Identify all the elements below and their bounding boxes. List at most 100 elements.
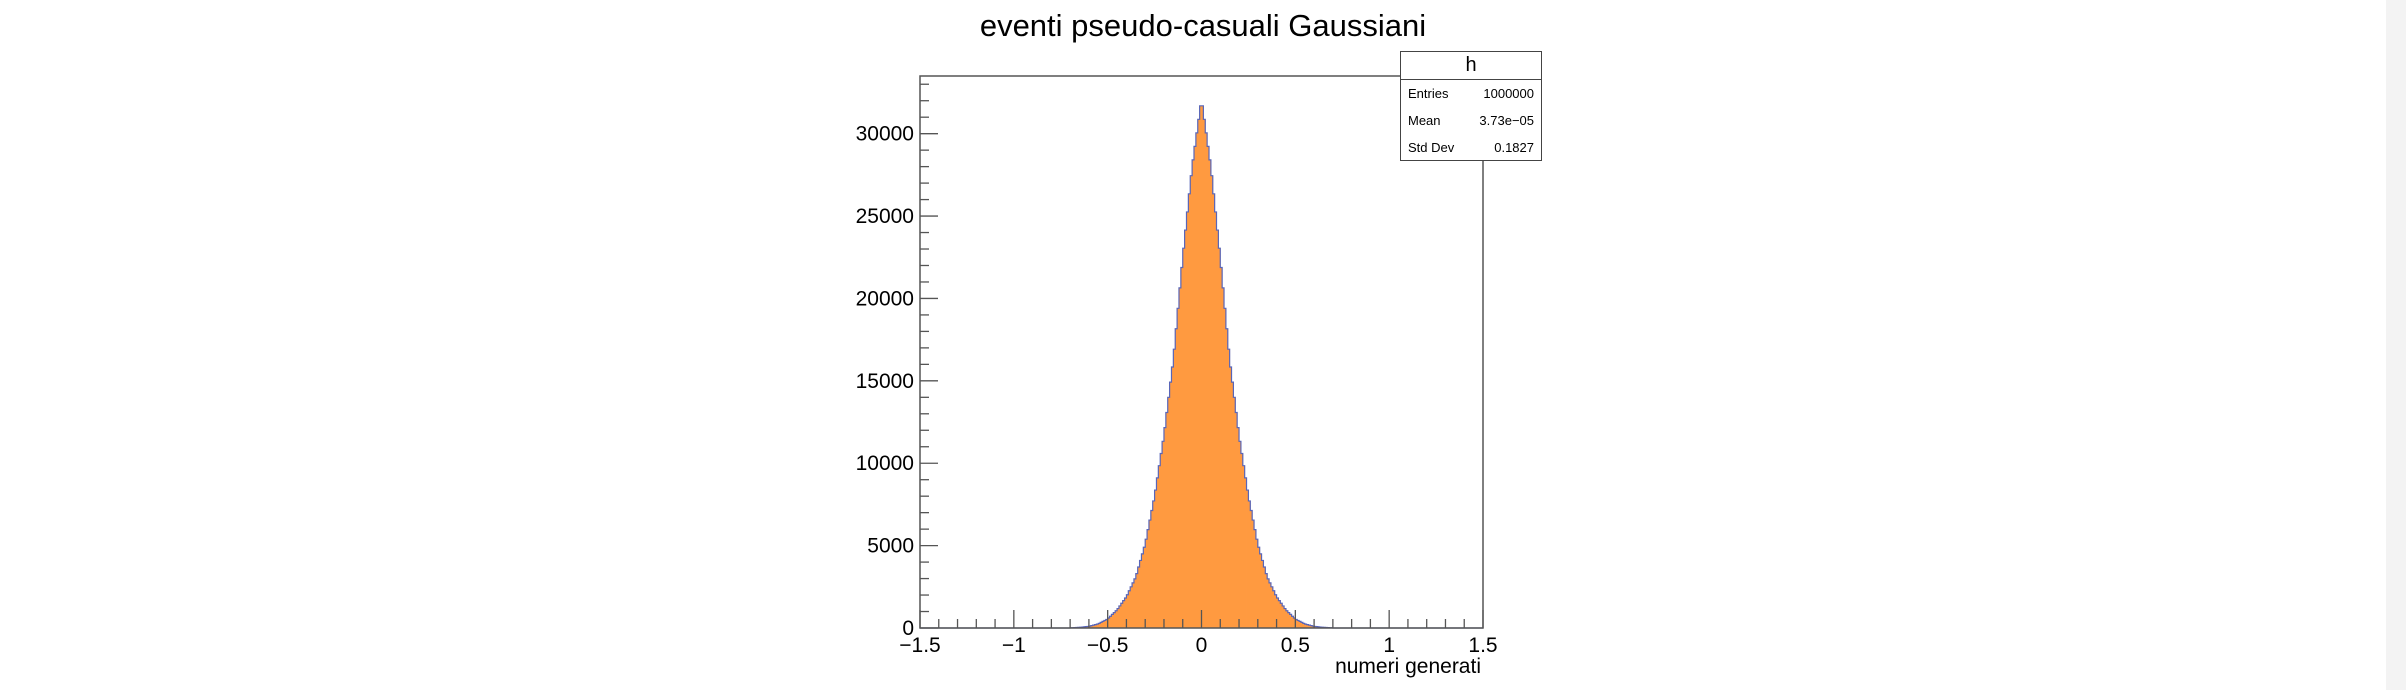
histogram-bar xyxy=(1310,625,1313,628)
histogram-bar xyxy=(1117,608,1120,628)
stats-label: Std Dev xyxy=(1408,140,1455,155)
histogram-bar xyxy=(1186,211,1189,628)
histogram-bar xyxy=(1269,582,1272,628)
histogram-bar xyxy=(1103,620,1107,628)
stats-row-stddev: Std Dev 0.1827 xyxy=(1401,134,1541,161)
x-tick-label: 1 xyxy=(1383,634,1395,657)
histogram-bar xyxy=(1137,567,1140,628)
histogram-bar xyxy=(1222,287,1225,628)
histogram-bar xyxy=(1171,366,1174,628)
x-tick-label: −1.5 xyxy=(899,634,940,657)
histogram-bar xyxy=(1285,610,1289,628)
histogram-bar xyxy=(1145,539,1148,628)
histogram-bar xyxy=(1102,621,1105,628)
histogram-bar xyxy=(1090,625,1094,628)
y-tick-label: 20000 xyxy=(856,287,914,310)
histogram-bar xyxy=(1154,490,1157,628)
histogram-bar xyxy=(1111,614,1114,628)
axis-ticks xyxy=(919,83,1484,629)
stats-value: 1000000 xyxy=(1483,86,1534,101)
histogram-bar xyxy=(1224,308,1227,628)
histogram-bar xyxy=(1259,553,1262,628)
x-tick-label: 0 xyxy=(1196,634,1208,657)
histogram-bar xyxy=(1280,603,1283,628)
histogram-bar xyxy=(1118,605,1122,628)
histogram-bar xyxy=(1239,441,1242,628)
histogram-bar xyxy=(1100,622,1103,628)
x-axis-label: numeri generati xyxy=(1335,655,1481,678)
histogram-bar xyxy=(1216,230,1219,628)
histogram-bar xyxy=(1143,547,1146,628)
histogram-bar xyxy=(1122,600,1125,628)
histogram-bar xyxy=(1293,618,1296,628)
histogram-bar xyxy=(1207,146,1210,628)
histogram-bar xyxy=(1287,612,1291,628)
histogram-bar xyxy=(1297,620,1300,628)
y-tick-label: 0 xyxy=(902,617,914,640)
histogram-bar xyxy=(1107,618,1110,628)
histogram-bar xyxy=(1308,625,1311,628)
histogram-bar xyxy=(1220,267,1223,628)
histogram-bar xyxy=(1248,500,1251,628)
histogram-bar xyxy=(1291,616,1294,628)
histogram-bar xyxy=(1250,510,1253,628)
histogram-bar xyxy=(1214,211,1217,628)
histogram-bar xyxy=(1300,622,1304,628)
histogram-bar xyxy=(1197,119,1201,628)
histogram-bar xyxy=(1169,382,1172,628)
histogram-bar xyxy=(1188,193,1191,628)
histogram-bar xyxy=(1263,567,1266,628)
histogram-bar xyxy=(1218,248,1221,628)
histogram-bar xyxy=(1150,510,1154,628)
histogram-bar xyxy=(1209,159,1212,629)
histogram-bar xyxy=(1282,605,1285,628)
stats-label: Mean xyxy=(1408,113,1441,128)
x-tick-label: 1.5 xyxy=(1468,634,1497,657)
histogram-bar xyxy=(1229,366,1232,628)
window-edge xyxy=(2386,0,2406,690)
histogram-bar xyxy=(1210,175,1214,628)
histogram-bar xyxy=(1255,539,1259,628)
tick-labels: −1.5 −1 −0.5 0 0.5 1 1.5 0 5000 10000 15000 20000 25… xyxy=(856,123,1498,657)
histogram-bar xyxy=(1165,412,1169,628)
histogram-bar xyxy=(1199,105,1202,629)
histogram-bars xyxy=(920,105,1483,629)
histogram-bar xyxy=(1163,427,1167,628)
histogram-bar xyxy=(1139,560,1142,628)
histogram-bar xyxy=(1115,610,1118,628)
histogram-bar xyxy=(1304,624,1307,628)
y-tick-label: 5000 xyxy=(867,535,914,558)
histogram-bar xyxy=(1096,624,1099,628)
histogram-bar xyxy=(1152,500,1155,628)
histogram-bar xyxy=(1227,349,1231,628)
histogram-bar xyxy=(1312,626,1315,628)
stats-box: h Entries 1000000 Mean 3.73e−05 Std Dev … xyxy=(1400,51,1542,161)
histogram-bar xyxy=(1132,582,1135,628)
histogram-bar xyxy=(1175,328,1178,628)
histogram-bar xyxy=(1242,465,1246,628)
histogram-bar xyxy=(1133,578,1137,628)
histogram-bar xyxy=(1182,248,1186,628)
histogram-bar xyxy=(1177,308,1180,628)
x-tick-label: −1 xyxy=(1002,634,1026,657)
histogram-bar xyxy=(1109,616,1112,628)
histogram-bar xyxy=(1190,175,1193,628)
histogram-bar xyxy=(1094,624,1097,628)
y-tick-label: 25000 xyxy=(856,205,914,228)
stats-row-mean: Mean 3.73e−05 xyxy=(1401,107,1541,134)
histogram-bar xyxy=(1246,490,1249,628)
histogram-bar xyxy=(1270,586,1274,628)
y-tick-label: 30000 xyxy=(856,123,914,146)
histogram-bar xyxy=(1272,590,1276,628)
histogram-bar xyxy=(1276,598,1279,628)
histogram-bar xyxy=(1233,397,1236,628)
histogram-bar xyxy=(1254,529,1257,628)
histogram-bar xyxy=(1156,477,1159,628)
histogram-bar xyxy=(1257,547,1261,628)
histogram-bar xyxy=(1237,427,1240,628)
stats-label: Entries xyxy=(1408,86,1449,101)
histogram-bar xyxy=(1240,453,1244,628)
histogram-bar xyxy=(1160,453,1163,628)
histogram-bar xyxy=(1225,328,1229,628)
